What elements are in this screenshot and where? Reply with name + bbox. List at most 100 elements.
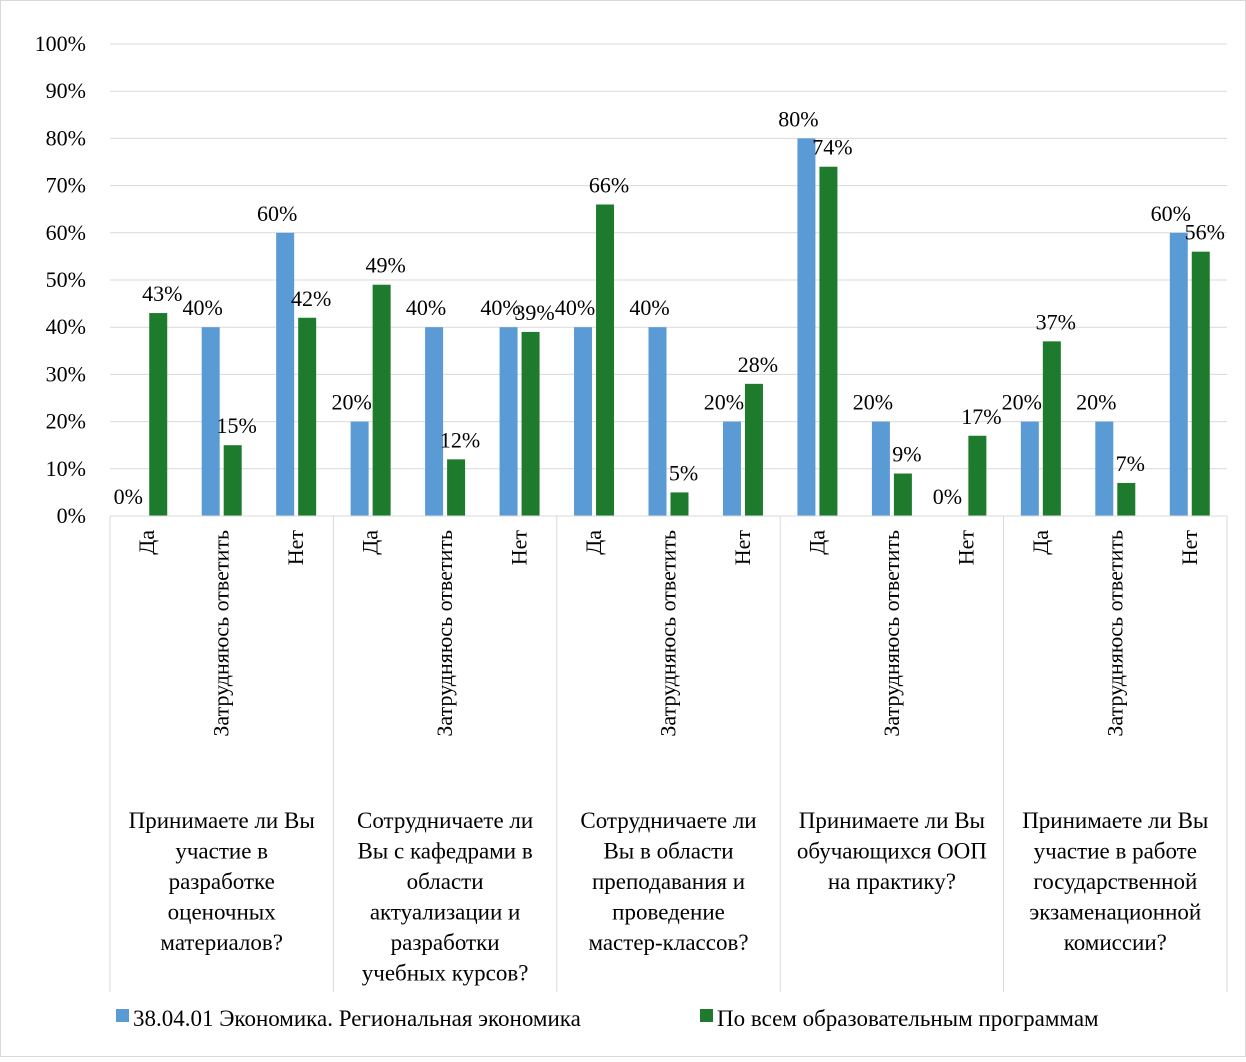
bar-all-programs-1 [223, 445, 242, 516]
legend-swatch [116, 1009, 129, 1022]
data-label: 0% [114, 484, 143, 509]
bars [149, 138, 1210, 517]
group-label: Сотрудничаете ли [357, 808, 533, 833]
data-label: 42% [291, 286, 331, 311]
category-label: Да [804, 530, 829, 555]
group-label: области [407, 869, 484, 894]
legend: 38.04.01 Экономика. Региональная экономи… [116, 1006, 1099, 1031]
group-label: оценочных [168, 900, 277, 925]
bar-program-10 [871, 421, 890, 516]
y-tick-label: 50% [46, 267, 86, 292]
bar-program-4 [425, 327, 444, 516]
data-label: 56% [1185, 220, 1225, 245]
legend-entry: По всем образовательным программам [717, 1006, 1099, 1031]
bar-all-programs-2 [298, 317, 317, 516]
bar-program-9 [797, 138, 816, 516]
legend-swatch [700, 1009, 713, 1022]
y-tick-label: 70% [46, 173, 86, 198]
group-label: обучающихся ООП [797, 839, 987, 864]
group-label: Вы в области [603, 839, 733, 864]
data-label: 37% [1036, 309, 1076, 334]
y-tick-label: 60% [46, 220, 86, 245]
bar-all-programs-7 [670, 492, 689, 516]
category-label: Нет [507, 530, 532, 566]
x-axis: Да Затрудняюсь ответить Нет Принимаете ли В… [109, 515, 1228, 992]
group-label: разработке [169, 869, 275, 894]
bar-program-1 [201, 327, 220, 516]
bar-all-programs-11 [968, 435, 987, 516]
data-label: 20% [331, 390, 371, 415]
y-axis: 0% 10% 20% 30% 40% 50% 60% 70% 80% 90% 100% [35, 31, 86, 528]
bar-all-programs-12 [1042, 341, 1061, 516]
y-tick-label: 30% [46, 361, 86, 386]
group-label: разработки [391, 930, 500, 955]
data-label: 74% [812, 135, 852, 160]
group-label: Принимаете ли Вы [799, 808, 985, 833]
data-label: 28% [738, 352, 778, 377]
data-label: 20% [853, 390, 893, 415]
group-label: материалов? [160, 930, 283, 955]
bar-program-13 [1095, 421, 1114, 516]
group-label: мастер-классов? [588, 930, 748, 955]
data-label: 60% [257, 201, 297, 226]
y-tick-label: 40% [46, 314, 86, 339]
data-label: 15% [217, 413, 257, 438]
data-label: 43% [142, 281, 182, 306]
y-tick-label: 80% [46, 125, 86, 150]
category-label: Затрудняюсь ответить [209, 530, 234, 737]
data-label: 80% [778, 106, 818, 131]
bar-all-programs-5 [521, 331, 540, 516]
bar-program-5 [499, 327, 518, 516]
data-label: 40% [629, 295, 669, 320]
bar-all-programs-13 [1117, 482, 1136, 516]
bar-program-2 [276, 232, 295, 517]
data-label: 40% [480, 295, 520, 320]
bar-all-programs-10 [893, 473, 912, 516]
group-label: Принимаете ли Вы [129, 808, 315, 833]
group-label: учебных курсов? [362, 961, 529, 986]
category-label: Да [1028, 530, 1053, 555]
data-label: 40% [183, 295, 223, 320]
gridlines [110, 43, 1227, 517]
bar-program-3 [350, 421, 369, 516]
bar-all-programs-3 [372, 284, 391, 516]
data-labels: 0% 40% 60% 20% 40% 40% 40% 40% 20% 80% 20% 0% 20% 20%… [114, 106, 1225, 509]
category-label: Да [581, 530, 606, 555]
data-label: 0% [933, 484, 962, 509]
y-tick-label: 100% [35, 31, 86, 56]
group-label: экзаменационной [1029, 900, 1201, 925]
data-label: 20% [1002, 390, 1042, 415]
data-label: 40% [555, 295, 595, 320]
category-label: Затрудняюсь ответить [432, 530, 457, 737]
bar-program-12 [1020, 421, 1039, 516]
group-label: Вы с кафедрами в [357, 839, 532, 864]
data-label: 12% [440, 427, 480, 452]
bar-program-8 [722, 421, 741, 516]
bar-all-programs-9 [819, 166, 838, 516]
category-label: Нет [953, 530, 978, 566]
data-label: 40% [406, 295, 446, 320]
group-label: Принимаете ли Вы [1022, 808, 1208, 833]
category-label: Да [358, 530, 383, 555]
bar-program-7 [648, 327, 667, 516]
bar-program-6 [574, 327, 593, 516]
data-label: 39% [514, 300, 554, 325]
data-label: 49% [365, 253, 405, 278]
category-label: Затрудняюсь ответить [656, 530, 681, 737]
group-label: актуализации и [370, 900, 521, 925]
bar-all-programs-6 [596, 204, 615, 517]
legend-entry: 38.04.01 Экономика. Региональная экономи… [133, 1006, 581, 1031]
data-label: 5% [669, 460, 698, 485]
bar-program-14 [1169, 232, 1188, 517]
y-tick-label: 90% [46, 78, 86, 103]
category-label: Затрудняюсь ответить [1102, 530, 1127, 737]
group-label: участие в работе [1034, 839, 1197, 864]
category-label: Затрудняюсь ответить [879, 530, 904, 737]
group-label: проведение [612, 900, 725, 925]
group-label: комиссии? [1064, 930, 1167, 955]
bar-all-programs-14 [1191, 251, 1210, 516]
y-tick-label: 0% [57, 503, 86, 528]
